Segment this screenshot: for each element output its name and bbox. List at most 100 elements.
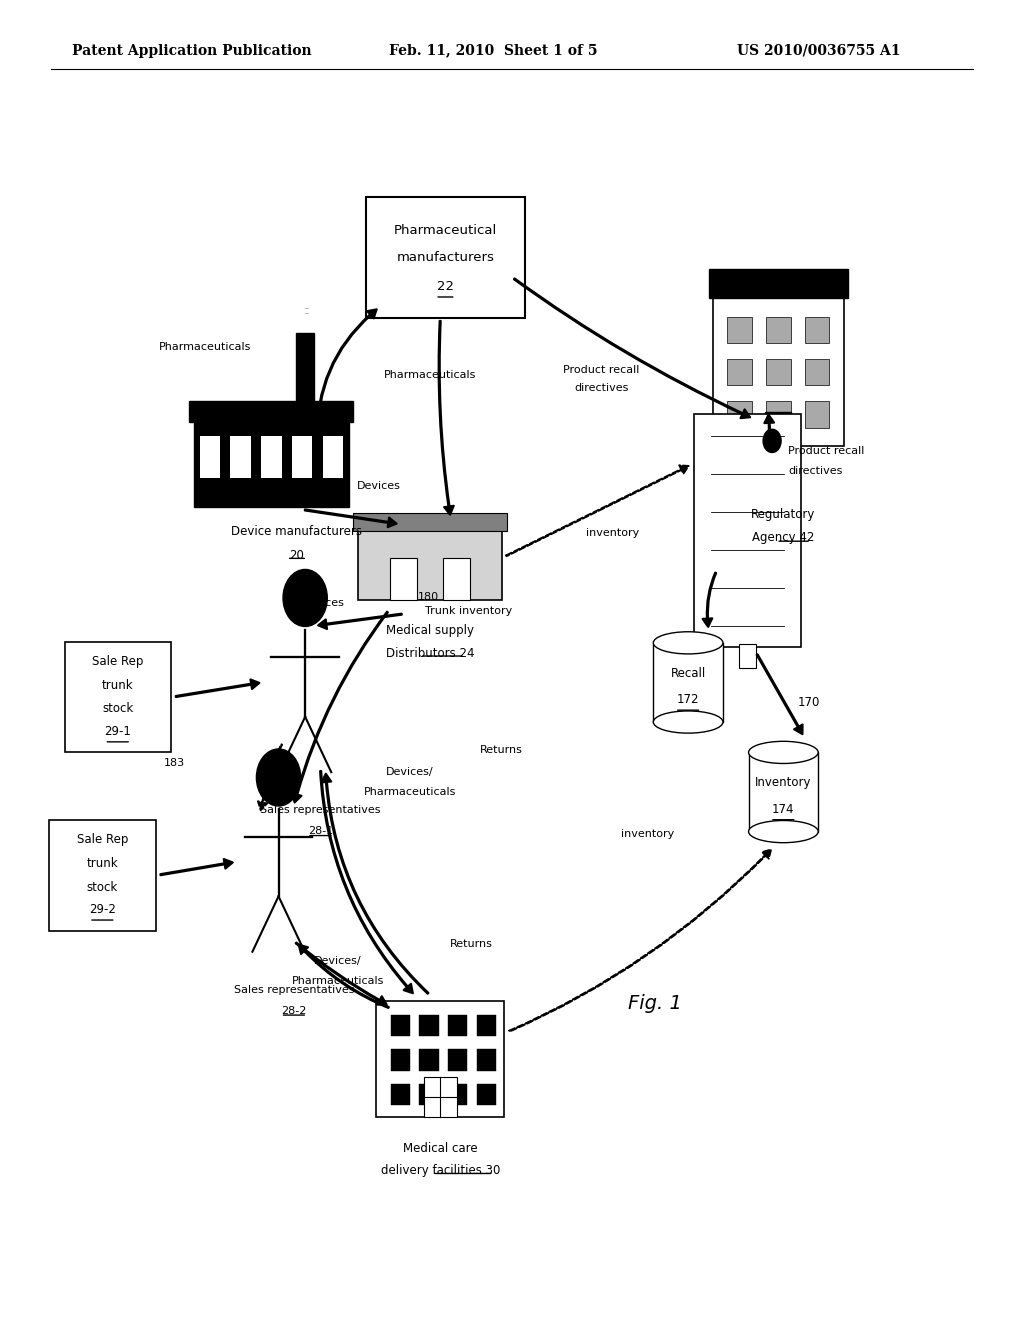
Bar — [420, 1015, 439, 1036]
Text: stock: stock — [87, 880, 118, 894]
Text: 172: 172 — [677, 693, 699, 706]
FancyArrowPatch shape — [438, 321, 454, 515]
FancyArrowPatch shape — [176, 680, 259, 697]
Text: Sales representatives: Sales representatives — [233, 985, 354, 995]
Text: Fig. 1: Fig. 1 — [629, 994, 682, 1012]
Circle shape — [763, 429, 781, 453]
Text: 180: 180 — [418, 591, 438, 602]
Bar — [391, 1015, 410, 1036]
Text: delivery facilities 30: delivery facilities 30 — [381, 1164, 500, 1177]
Bar — [292, 436, 312, 478]
Bar — [420, 1049, 439, 1071]
Text: Devices/: Devices/ — [314, 956, 361, 966]
Text: Inventory: Inventory — [755, 776, 812, 789]
Text: Pharmaceutical: Pharmaceutical — [394, 224, 497, 238]
Bar — [805, 359, 829, 385]
Text: 183: 183 — [164, 758, 184, 768]
Ellipse shape — [653, 632, 723, 653]
Text: 20: 20 — [290, 549, 304, 562]
Text: Sale Rep: Sale Rep — [77, 833, 128, 846]
Text: Devices/: Devices/ — [386, 767, 433, 777]
Text: Distributors 24: Distributors 24 — [386, 647, 474, 660]
FancyArrowPatch shape — [316, 309, 377, 440]
Bar — [230, 436, 251, 478]
Bar — [367, 197, 524, 318]
Bar — [449, 1049, 467, 1071]
FancyArrowPatch shape — [292, 611, 388, 803]
FancyArrowPatch shape — [296, 942, 387, 1005]
Bar — [65, 642, 171, 752]
Circle shape — [256, 748, 301, 807]
Bar — [353, 513, 507, 532]
Bar — [694, 414, 801, 647]
Text: trunk: trunk — [102, 678, 133, 692]
Ellipse shape — [653, 711, 723, 733]
Bar — [766, 401, 791, 428]
Bar — [424, 1077, 457, 1117]
Text: 174: 174 — [772, 803, 795, 816]
Text: 170: 170 — [798, 696, 820, 709]
Bar — [477, 1049, 497, 1071]
Bar — [727, 359, 752, 385]
Bar — [358, 528, 502, 599]
Bar — [709, 269, 848, 298]
Bar — [391, 1049, 410, 1071]
Bar — [449, 1084, 467, 1105]
FancyArrowPatch shape — [299, 945, 389, 1008]
Text: Agency 42: Agency 42 — [753, 531, 814, 544]
Text: Product recall: Product recall — [788, 446, 865, 457]
Text: Patent Application Publication: Patent Application Publication — [72, 44, 311, 58]
Text: Feb. 11, 2010  Sheet 1 of 5: Feb. 11, 2010 Sheet 1 of 5 — [389, 44, 598, 58]
FancyArrowPatch shape — [764, 414, 774, 444]
FancyArrowPatch shape — [321, 771, 413, 993]
Text: Product recall: Product recall — [563, 364, 639, 375]
FancyArrowPatch shape — [305, 510, 396, 527]
Bar — [805, 317, 829, 343]
Text: Medical care: Medical care — [403, 1142, 477, 1155]
Text: trunk: trunk — [87, 857, 118, 870]
Text: US 2010/0036755 A1: US 2010/0036755 A1 — [737, 44, 901, 58]
Bar — [261, 436, 282, 478]
Text: stock: stock — [102, 702, 133, 715]
FancyArrowPatch shape — [258, 744, 282, 810]
Text: 29-2: 29-2 — [89, 903, 116, 916]
Text: Returns: Returns — [450, 939, 493, 949]
Text: Device manufacturers: Device manufacturers — [231, 525, 362, 539]
Text: 22: 22 — [437, 280, 454, 293]
Text: Pharmaceuticals: Pharmaceuticals — [364, 787, 456, 797]
Text: 28-1: 28-1 — [308, 826, 333, 837]
Bar — [653, 643, 723, 722]
FancyArrowPatch shape — [318, 614, 401, 630]
FancyArrowPatch shape — [322, 774, 428, 994]
Bar — [477, 1084, 497, 1105]
Text: Pharmaceuticals: Pharmaceuticals — [159, 342, 251, 352]
Text: 29-1: 29-1 — [104, 725, 131, 738]
Bar — [420, 1084, 439, 1105]
Text: Sale Rep: Sale Rep — [92, 655, 143, 668]
Text: Devices: Devices — [301, 598, 344, 609]
Bar — [443, 558, 470, 599]
Bar — [727, 401, 752, 428]
Bar — [323, 436, 343, 478]
Bar — [449, 1015, 467, 1036]
FancyArrowPatch shape — [702, 573, 716, 627]
FancyArrowPatch shape — [509, 850, 771, 1032]
Text: inventory: inventory — [621, 829, 674, 840]
Ellipse shape — [749, 742, 818, 763]
Bar — [805, 401, 829, 428]
Bar — [477, 1015, 497, 1036]
Bar — [200, 436, 220, 478]
Text: 28-2: 28-2 — [282, 1006, 306, 1016]
Text: Pharmaceuticals: Pharmaceuticals — [292, 975, 384, 986]
Bar — [713, 298, 844, 446]
Text: Devices: Devices — [357, 480, 400, 491]
Text: directives: directives — [573, 383, 629, 393]
Text: ~
~: ~ ~ — [303, 306, 309, 317]
Bar — [189, 401, 353, 422]
FancyArrowPatch shape — [757, 655, 803, 734]
FancyArrowPatch shape — [161, 859, 232, 875]
Text: Pharmaceuticals: Pharmaceuticals — [384, 370, 476, 380]
Text: Sales representatives: Sales representatives — [260, 805, 381, 816]
Bar — [727, 317, 752, 343]
Bar — [391, 1084, 410, 1105]
